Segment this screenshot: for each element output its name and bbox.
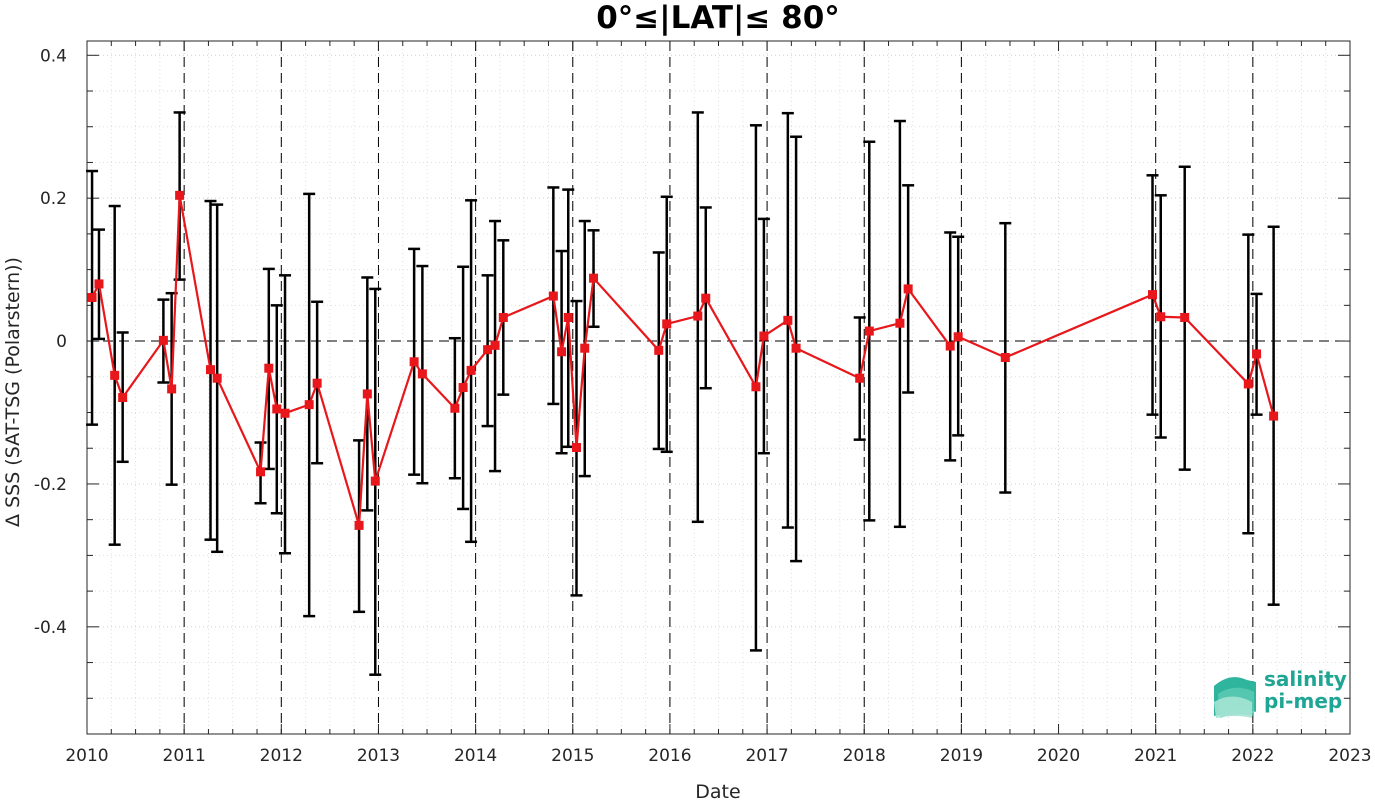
data-point-marker <box>118 393 128 403</box>
data-point-marker <box>895 318 905 328</box>
tick-label-layer: 2010 2011 2012 2013 2014 2015 2016 2017 2018 2019… <box>34 46 1372 766</box>
data-point-marker <box>662 319 672 329</box>
x-tick-label: 2014 <box>454 746 497 766</box>
data-point-marker <box>548 291 558 301</box>
logo-waves-icon <box>1214 677 1256 718</box>
y-tick-label: 0.4 <box>40 46 67 66</box>
data-point-marker <box>256 467 266 477</box>
data-point-marker <box>312 378 322 388</box>
data-point-marker <box>483 345 493 355</box>
data-point-marker <box>563 312 573 322</box>
data-point-marker <box>580 343 590 353</box>
data-point-marker <box>362 389 372 399</box>
data-point-marker <box>272 404 282 414</box>
data-point-marker <box>589 273 599 283</box>
data-point-marker <box>280 408 290 418</box>
x-tick-label: 2017 <box>745 746 788 766</box>
data-point-marker <box>557 347 567 357</box>
data-point-marker <box>1156 312 1166 322</box>
x-tick-label: 2011 <box>163 746 206 766</box>
x-tick-label: 2013 <box>357 746 400 766</box>
logo-text-salinity: salinity <box>1264 667 1347 691</box>
data-point-marker <box>417 369 427 379</box>
x-tick-label: 2020 <box>1037 746 1080 766</box>
data-point-marker <box>409 357 419 367</box>
x-tick-label: 2015 <box>551 746 594 766</box>
data-point-marker <box>1243 379 1253 389</box>
y-tick-label: 0 <box>56 332 67 352</box>
data-point-marker <box>759 331 769 341</box>
logo-text-pi-mep: pi-mep <box>1264 689 1342 713</box>
data-point-marker <box>1148 290 1158 300</box>
data-point-marker <box>87 292 97 302</box>
data-point-marker <box>783 315 793 325</box>
data-point-marker <box>264 363 274 373</box>
x-tick-label: 2012 <box>260 746 303 766</box>
data-point-marker <box>751 382 761 392</box>
y-tick-label: -0.4 <box>34 618 67 638</box>
x-tick-label: 2018 <box>843 746 886 766</box>
errorbar-layer <box>86 111 1280 676</box>
grid-layer <box>86 41 1351 735</box>
marker-layer <box>87 190 1279 530</box>
data-point-marker <box>571 443 581 453</box>
data-point-marker <box>167 384 177 394</box>
x-axis-title: Date <box>695 781 740 801</box>
data-point-marker <box>855 373 865 383</box>
data-point-marker <box>903 284 913 294</box>
salinity-pi-mep-logo: salinity pi-mep <box>1214 667 1347 718</box>
data-point-marker <box>1180 312 1190 322</box>
data-point-marker <box>864 326 874 336</box>
data-point-marker <box>701 293 711 303</box>
x-tick-label: 2022 <box>1231 746 1274 766</box>
x-tick-label: 2019 <box>940 746 983 766</box>
data-point-marker <box>1000 352 1010 362</box>
data-point-marker <box>791 343 801 353</box>
data-point-marker <box>175 190 185 200</box>
x-tick-label: 2016 <box>648 746 691 766</box>
data-point-marker <box>158 335 168 345</box>
data-point-marker <box>953 332 963 342</box>
data-point-marker <box>354 520 364 530</box>
data-point-marker <box>110 370 120 380</box>
data-point-marker <box>458 383 468 392</box>
x-tick-label: 2021 <box>1134 746 1177 766</box>
data-point-marker <box>1269 411 1279 421</box>
data-point-marker <box>498 312 508 322</box>
data-point-marker <box>450 403 460 413</box>
data-point-marker <box>304 400 314 410</box>
chart-title: 0°≤|LAT|≤ 80° <box>596 0 840 36</box>
axes-layer <box>86 40 1351 735</box>
y-tick-label: 0.2 <box>40 189 67 209</box>
data-point-marker <box>693 311 703 321</box>
data-point-marker <box>206 365 216 375</box>
y-tick-label: -0.2 <box>34 475 67 495</box>
data-point-marker <box>654 345 664 355</box>
data-point-marker <box>212 373 222 383</box>
x-tick-label: 2023 <box>1328 746 1371 766</box>
data-point-marker <box>466 365 476 375</box>
data-point-marker <box>490 340 500 350</box>
y-axis-title: Δ SSS (SAT-TSG (Polarstern)) <box>2 257 24 527</box>
x-tick-label: 2010 <box>65 746 108 766</box>
data-point-marker <box>1252 349 1262 359</box>
data-point-marker <box>945 341 955 351</box>
data-point-marker <box>94 279 104 289</box>
data-point-marker <box>370 476 380 486</box>
